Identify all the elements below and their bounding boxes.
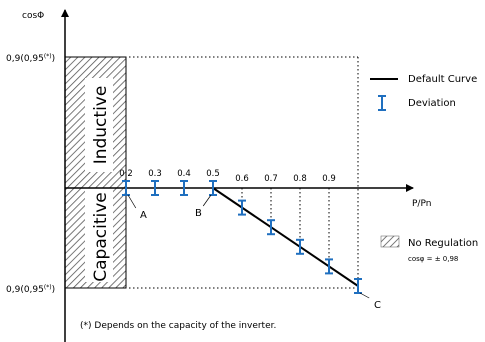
- x-tick-0.3: 0.3: [148, 169, 162, 179]
- y-top-limit-label: 0,9(0,95(*)): [6, 53, 55, 64]
- deviation-marker-6: [296, 238, 304, 255]
- deviation-markers: [122, 180, 362, 294]
- point-label-B: B: [195, 208, 202, 219]
- deviation-marker-1: [151, 180, 159, 196]
- legend-deviation: Deviation: [408, 98, 456, 109]
- default-curve-line: [212, 187, 359, 287]
- legend-no-regulation: No Regulation: [408, 238, 478, 249]
- legend-default-curve: Default Curve: [408, 74, 477, 85]
- capacitive-label: Capacitive: [91, 192, 111, 281]
- x-tick-0.7: 0.7: [264, 174, 278, 184]
- x-tick-0.9: 0.9: [322, 174, 336, 184]
- deviation-marker-7: [325, 258, 333, 275]
- deviation-marker-8: [354, 278, 362, 294]
- footnote: (*) Depends on the capacity of the inver…: [80, 321, 276, 331]
- drop-lines: [241, 188, 330, 267]
- deviation-marker-0: [122, 180, 130, 196]
- deviation-marker-4: [238, 199, 246, 216]
- point-label-A: A: [140, 210, 147, 221]
- inductive-label: Inductive: [91, 86, 111, 165]
- point-label-C: C: [374, 300, 381, 311]
- x-tick-labels: 0.2 0.3 0.4 0.5 0.6 0.7 0.8 0.9: [119, 169, 336, 184]
- capacitive-label-bg: [85, 188, 113, 282]
- x-tick-0.8: 0.8: [293, 174, 307, 184]
- x-axis-label: P/Pn: [412, 199, 431, 209]
- deviation-marker-5: [267, 219, 275, 236]
- y-axis-label: cosΦ: [22, 11, 44, 21]
- inductive-label-bg: [85, 78, 113, 172]
- legend: Default Curve Deviation No Regulation co…: [370, 74, 478, 263]
- x-tick-0.6: 0.6: [235, 174, 249, 184]
- legend-cos-note: cosφ = ± 0,98: [408, 255, 458, 263]
- point-label-leader-B: [202, 194, 212, 207]
- y-bottom-limit-label: 0,9(0,95(*)): [6, 284, 55, 295]
- legend-deviation-icon: [378, 95, 386, 111]
- legend-no-regulation-swatch: [380, 235, 400, 248]
- point-label-leader-A: [127, 194, 137, 209]
- x-tick-0.2: 0.2: [119, 169, 133, 179]
- deviation-marker-3: [209, 180, 217, 196]
- x-tick-0.4: 0.4: [177, 169, 191, 179]
- deviation-marker-2: [180, 180, 188, 196]
- x-tick-0.5: 0.5: [206, 169, 220, 179]
- point-label-leader-C: [359, 292, 370, 299]
- point-labels: A B C: [127, 194, 381, 311]
